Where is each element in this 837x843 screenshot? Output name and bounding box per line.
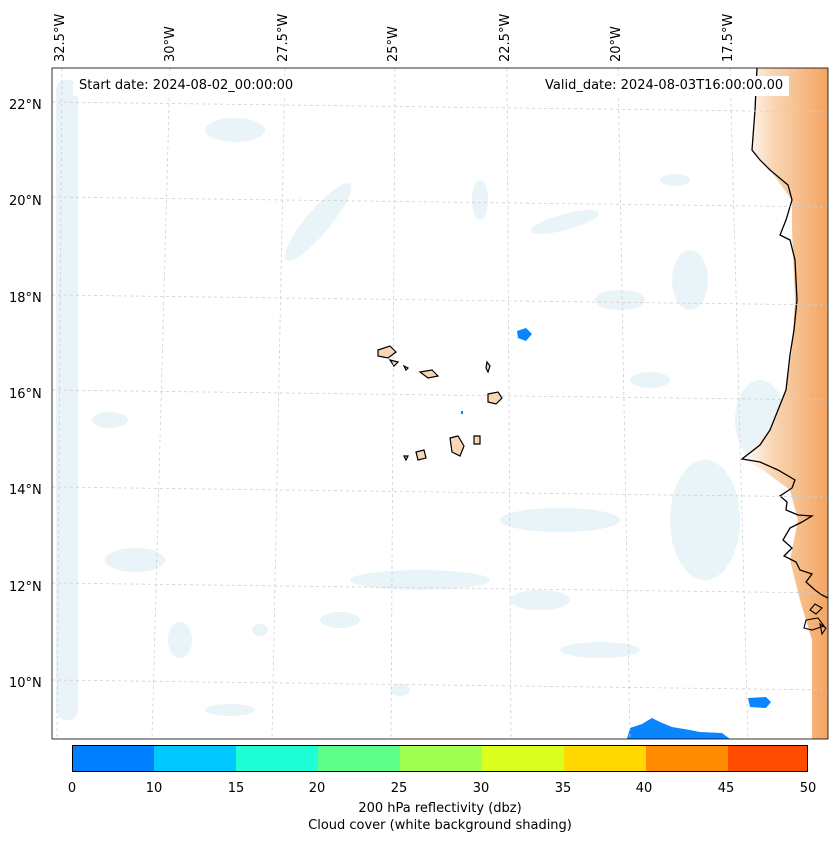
colorbar-outline	[72, 745, 808, 772]
lat-label-20n: 20°N	[9, 194, 42, 209]
colorbar-swatch-0	[72, 745, 154, 772]
colorbar	[72, 745, 808, 772]
lon-label-22-5w: 22.5°W	[498, 13, 513, 62]
lat-label-10n: 10°N	[9, 676, 42, 691]
colorbar-title-line2: Cloud cover (white background shading)	[308, 818, 572, 833]
colorbar-swatch-8	[728, 745, 808, 772]
africa-land	[742, 68, 828, 739]
lon-label-27-5w: 27.5°W	[276, 13, 291, 62]
graticule	[51, 67, 829, 740]
colorbar-swatch-1	[154, 745, 236, 772]
africa-coastline	[740, 68, 828, 599]
colorbar-swatch-7	[646, 745, 728, 772]
colorbar-tick-45: 45	[717, 781, 735, 796]
colorbar-swatch-6	[564, 745, 646, 772]
colorbar-tick-35: 35	[554, 781, 572, 796]
lat-label-12n: 12°N	[9, 580, 42, 595]
colorbar-swatch-5	[482, 745, 564, 772]
colorbar-tick-15: 15	[227, 781, 245, 796]
lon-label-20w: 20°W	[609, 26, 624, 62]
coastline-islands-south	[803, 603, 827, 636]
lat-label-22n: 22°N	[9, 98, 42, 113]
map-frame	[51, 67, 829, 740]
colorbar-tick-30: 30	[472, 781, 490, 796]
colorbar-swatch-3	[318, 745, 400, 772]
valid-date-label: Valid_date: 2024-08-03T16:00:00.00	[539, 76, 790, 96]
lat-label-14n: 14°N	[9, 483, 42, 498]
colorbar-tick-25: 25	[390, 781, 408, 796]
lat-label-18n: 18°N	[9, 291, 42, 306]
lon-label-30w: 30°W	[163, 26, 178, 62]
lon-label-17-5w: 17.5°W	[721, 13, 736, 62]
colorbar-tick-10: 10	[145, 781, 163, 796]
colorbar-swatch-2	[236, 745, 318, 772]
lon-label-32-5w: 32.5°W	[53, 13, 68, 62]
colorbar-tick-0: 0	[67, 781, 77, 796]
colorbar-swatch-4	[400, 745, 482, 772]
cape-verde-islands	[377, 345, 503, 462]
lat-label-16n: 16°N	[9, 387, 42, 402]
reflectivity-echoes	[461, 328, 771, 739]
colorbar-tick-20: 20	[308, 781, 326, 796]
start-date-label: Start date: 2024-08-02_00:00:00	[73, 76, 300, 96]
lon-label-25w: 25°W	[386, 26, 401, 62]
colorbar-title-line1: 200 hPa reflectivity (dbz)	[358, 801, 522, 816]
cloud-cover-shading	[56, 80, 785, 720]
colorbar-tick-40: 40	[635, 781, 653, 796]
colorbar-tick-50: 50	[799, 781, 817, 796]
